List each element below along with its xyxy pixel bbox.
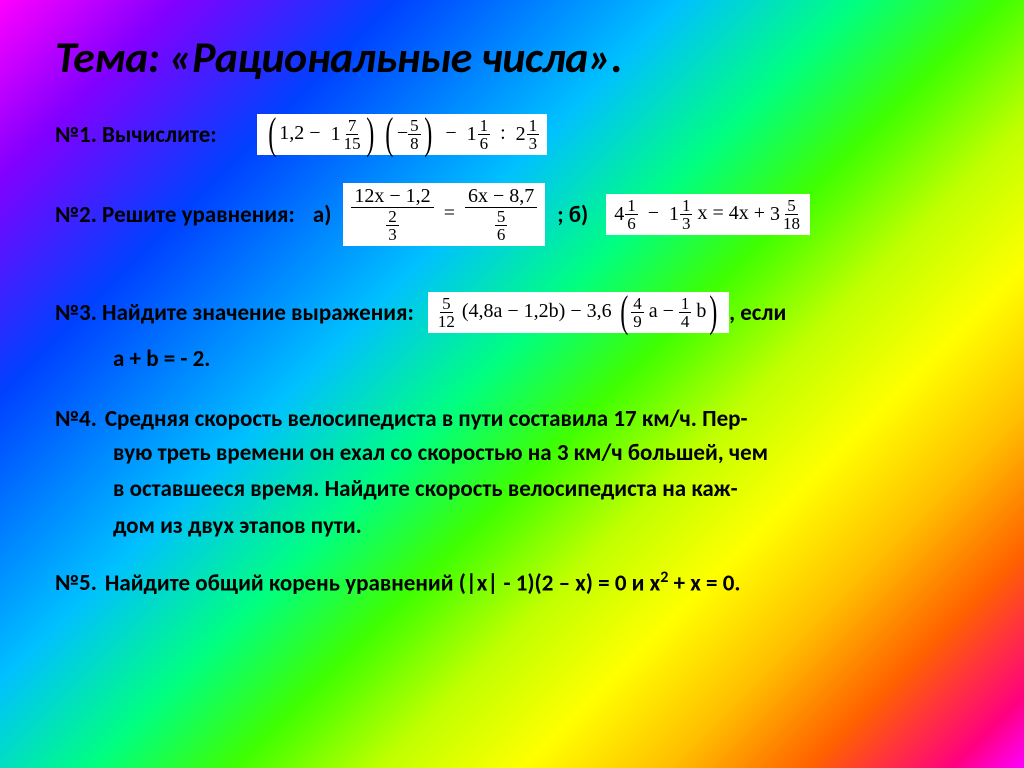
problem-4-line4: дом из двух этапов пути. <box>113 510 969 542</box>
problem-5-label: №5. <box>55 569 97 597</box>
problem-4: №4. Средняя скорость велосипедиста в пут… <box>55 405 969 542</box>
problem-3-condition: а + b = - 2. <box>113 343 969 375</box>
formula-1: 1,2− 1715 −58 − 116 : 213 <box>257 114 548 155</box>
problem-1-label: №1. Вычислите: <box>55 121 217 149</box>
problem-1: №1. Вычислите: 1,2− 1715 −58 − 116 : 213 <box>55 114 969 155</box>
problem-4-line1: Средняя скорость велосипедиста в пути со… <box>105 405 748 433</box>
formula-2a: 12x − 1,2 23 = 6x − 8,7 56 <box>343 183 545 246</box>
problem-2-label: №2. Решите уравнения: <box>55 201 295 229</box>
problem-3: №3. Найдите значение выражения: 512 (4,8… <box>55 292 969 333</box>
problem-2: №2. Решите уравнения: а) 12x − 1,2 23 = … <box>55 183 969 246</box>
slide-title: Тема: «Рациональные числа». <box>55 30 969 84</box>
problem-4-label: №4. <box>55 405 97 433</box>
problem-5: №5. Найдите общий корень уравнений (|х| … <box>55 568 969 598</box>
formula-3: 512 (4,8a − 1,2b) − 3,6 49 a − 14 b <box>428 292 729 333</box>
formula-2b: 416 − 113 x = 4x + 3518 <box>606 194 810 235</box>
part-a-label: а) <box>313 201 332 229</box>
part-b-label: ; б) <box>557 201 588 229</box>
problem-4-line2: вую треть времени он ехал со скоростью н… <box>113 437 969 469</box>
problem-4-line3: в оставшееся время. Найдите скорость вел… <box>113 473 969 505</box>
problem-3-label: №3. Найдите значение выражения: <box>55 299 414 327</box>
problem-5-text: Найдите общий корень уравнений (|х| - 1)… <box>105 568 741 598</box>
problem-3-tail: , если <box>729 299 786 327</box>
